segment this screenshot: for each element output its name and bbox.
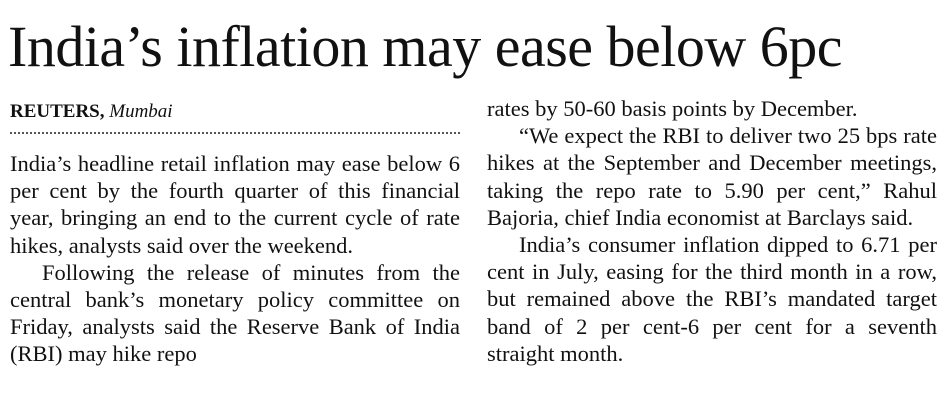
byline: REUTERS, Mumbai <box>10 100 460 124</box>
headline: India’s inflation may ease below 6pc <box>8 14 843 79</box>
article-column-left: India’s headline retail inflation may ea… <box>10 150 460 368</box>
byline-agency: REUTERS, <box>10 101 105 122</box>
paragraph: Following the release of minutes from th… <box>10 259 460 367</box>
byline-location: Mumbai <box>109 101 173 122</box>
paragraph: India’s headline retail inflation may ea… <box>10 151 460 258</box>
article-column-right: rates by 50-60 basis points by December.… <box>487 95 937 367</box>
paragraph: “We expect the RBI to deliver two 25 bps… <box>487 123 937 230</box>
paragraph-continuation: rates by 50-60 basis points by December. <box>487 96 858 121</box>
dotted-divider <box>10 132 460 134</box>
paragraph: India’s consumer inflation dipped to 6.7… <box>487 232 937 366</box>
